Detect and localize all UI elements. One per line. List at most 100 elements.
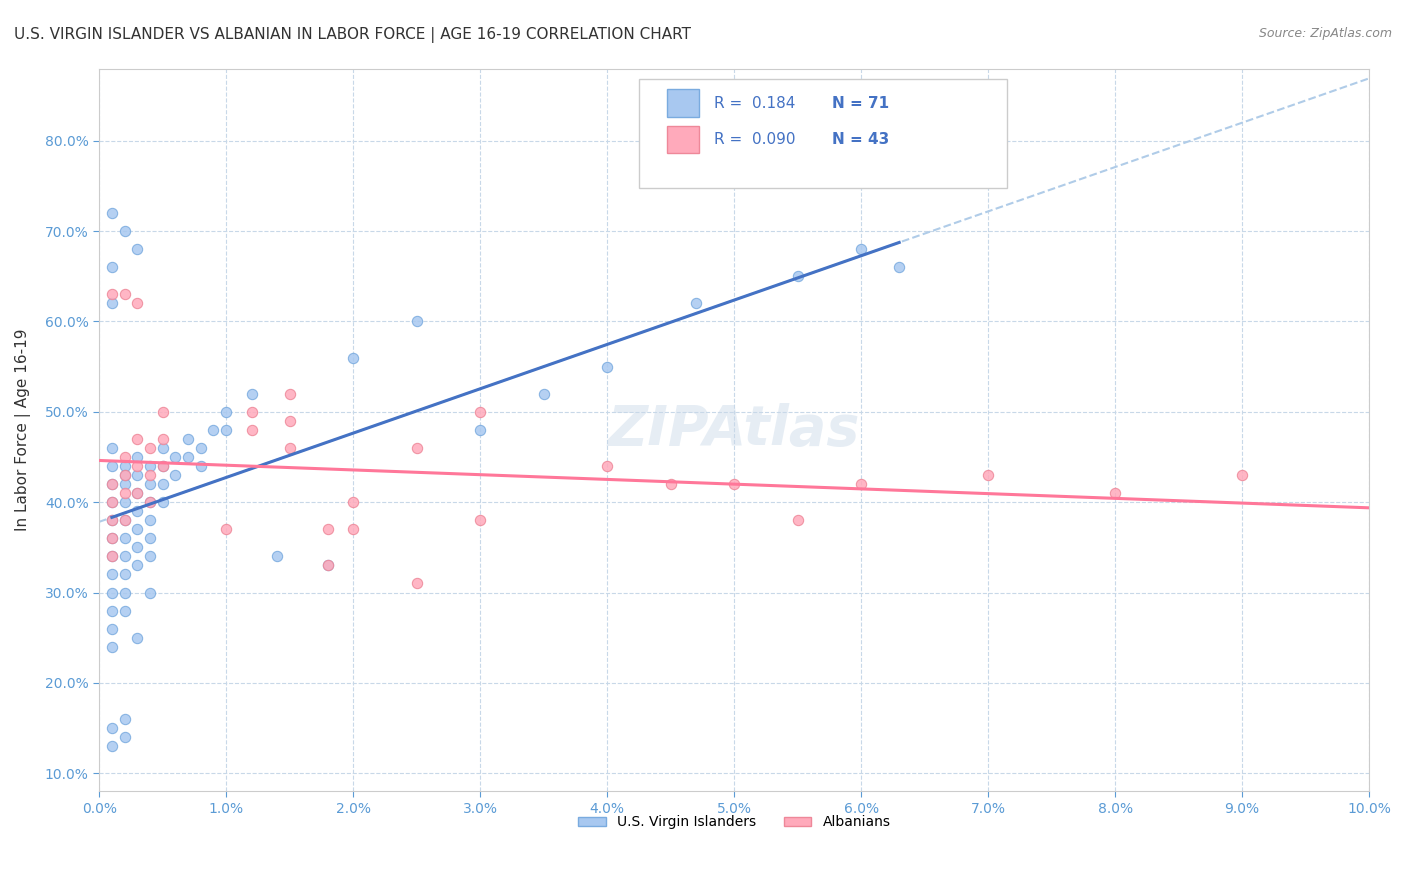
Point [240, 423, 263, 437]
Point [114, 224, 136, 238]
Point [1104, 486, 1126, 500]
FancyBboxPatch shape [666, 126, 699, 153]
Point [849, 477, 872, 491]
Point [114, 287, 136, 301]
Point [152, 495, 174, 509]
Point [152, 432, 174, 446]
Point [101, 287, 124, 301]
Point [139, 458, 162, 473]
Point [101, 495, 124, 509]
Point [152, 477, 174, 491]
Point [127, 296, 149, 310]
Point [139, 468, 162, 483]
Text: ZIPAtlas: ZIPAtlas [607, 403, 860, 457]
Point [152, 458, 174, 473]
Point [101, 640, 124, 654]
Point [101, 585, 124, 599]
Point [101, 441, 124, 455]
Point [127, 468, 149, 483]
Point [190, 458, 212, 473]
Point [127, 541, 149, 555]
Point [114, 585, 136, 599]
Point [101, 206, 124, 220]
Point [127, 504, 149, 518]
Point [101, 721, 124, 735]
Point [139, 495, 162, 509]
Point [723, 477, 745, 491]
Point [977, 468, 1000, 483]
FancyBboxPatch shape [666, 89, 699, 117]
Text: Source: ZipAtlas.com: Source: ZipAtlas.com [1258, 27, 1392, 40]
Point [101, 513, 124, 527]
Point [127, 242, 149, 256]
Point [114, 730, 136, 744]
Point [596, 458, 619, 473]
Point [849, 242, 872, 256]
Point [101, 296, 124, 310]
Point [101, 567, 124, 582]
Point [190, 441, 212, 455]
Point [405, 314, 427, 328]
Point [114, 712, 136, 726]
Point [468, 423, 491, 437]
Point [468, 405, 491, 419]
Point [101, 549, 124, 564]
Point [114, 513, 136, 527]
Point [101, 260, 124, 275]
Point [165, 468, 187, 483]
Point [533, 386, 555, 401]
Text: R =  0.184: R = 0.184 [714, 95, 796, 111]
Point [202, 423, 225, 437]
Point [405, 576, 427, 591]
Point [101, 495, 124, 509]
Text: R =  0.090: R = 0.090 [714, 132, 796, 147]
Point [127, 558, 149, 573]
Point [127, 631, 149, 645]
Point [114, 468, 136, 483]
Point [1230, 468, 1253, 483]
Point [114, 549, 136, 564]
Point [342, 522, 364, 536]
Point [240, 386, 263, 401]
Point [114, 468, 136, 483]
Point [114, 531, 136, 545]
Point [101, 622, 124, 636]
Point [114, 495, 136, 509]
Point [405, 441, 427, 455]
Point [139, 441, 162, 455]
Text: N = 43: N = 43 [832, 132, 889, 147]
FancyBboxPatch shape [638, 79, 1007, 188]
Point [139, 549, 162, 564]
Point [114, 567, 136, 582]
Point [101, 739, 124, 753]
Point [114, 477, 136, 491]
Point [114, 513, 136, 527]
Point [139, 513, 162, 527]
Point [152, 441, 174, 455]
Point [316, 522, 339, 536]
Point [342, 495, 364, 509]
Point [177, 450, 200, 464]
Point [342, 351, 364, 365]
Point [139, 495, 162, 509]
Point [127, 486, 149, 500]
Point [127, 486, 149, 500]
Point [114, 458, 136, 473]
Text: U.S. VIRGIN ISLANDER VS ALBANIAN IN LABOR FORCE | AGE 16-19 CORRELATION CHART: U.S. VIRGIN ISLANDER VS ALBANIAN IN LABO… [14, 27, 692, 43]
Point [152, 458, 174, 473]
Point [889, 260, 911, 275]
Point [316, 558, 339, 573]
Point [278, 386, 301, 401]
Y-axis label: In Labor Force | Age 16-19: In Labor Force | Age 16-19 [15, 328, 31, 531]
Point [101, 477, 124, 491]
Point [316, 558, 339, 573]
Point [139, 477, 162, 491]
Point [215, 423, 238, 437]
Point [177, 432, 200, 446]
Point [139, 531, 162, 545]
Point [659, 477, 682, 491]
Point [215, 405, 238, 419]
Point [101, 531, 124, 545]
Point [786, 513, 808, 527]
Point [165, 450, 187, 464]
